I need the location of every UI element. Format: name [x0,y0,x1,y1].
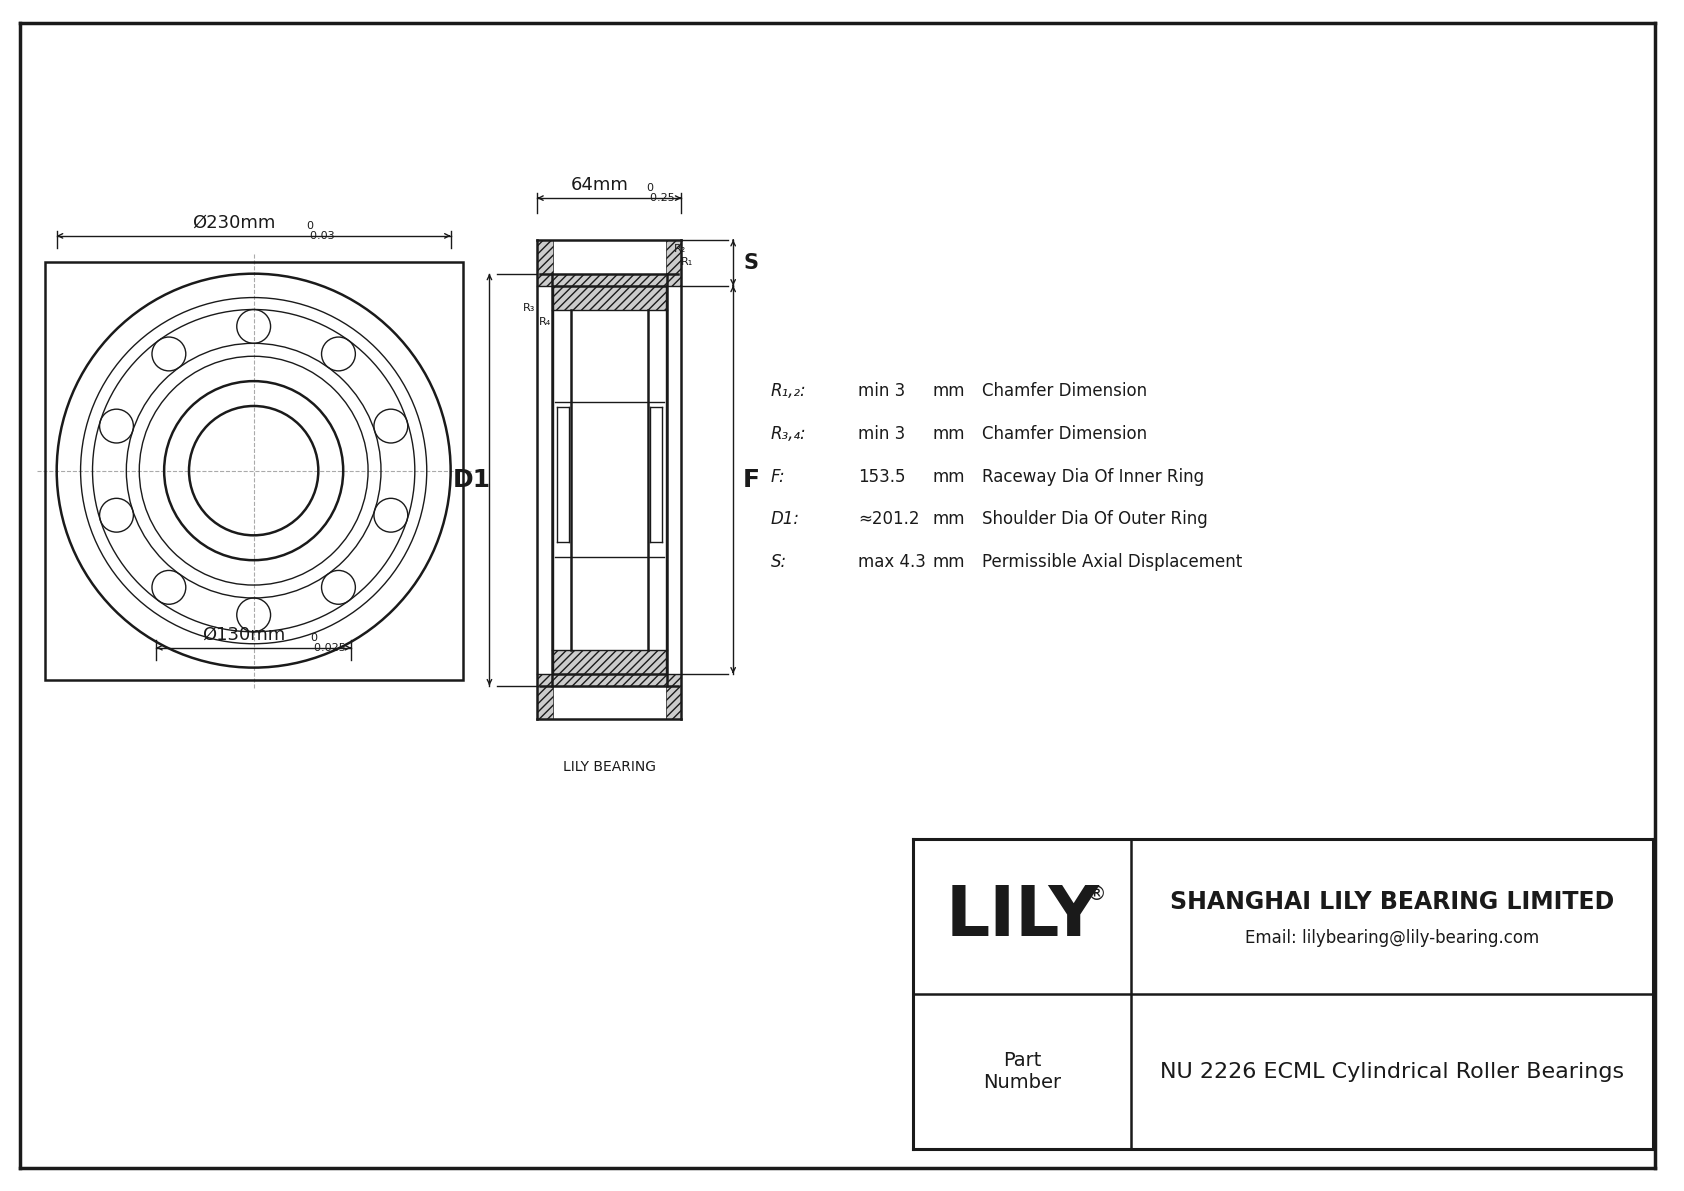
Text: 0: 0 [647,183,653,193]
Text: 0: 0 [310,632,317,643]
Text: Shoulder Dia Of Outer Ring: Shoulder Dia Of Outer Ring [982,511,1207,529]
Bar [45,262,463,680]
Text: mm: mm [933,553,965,572]
Text: min 3: min 3 [859,425,906,443]
Text: F:: F: [771,468,785,486]
Text: 153.5: 153.5 [859,468,906,486]
Text: R₄: R₄ [539,318,551,328]
Text: max 4.3: max 4.3 [859,553,926,572]
Text: -0.025: -0.025 [310,643,347,653]
Text: S: S [744,252,758,273]
Text: Part
Number: Part Number [983,1050,1061,1092]
Text: NU 2226 ECML Cylindrical Roller Bearings: NU 2226 ECML Cylindrical Roller Bearings [1160,1061,1625,1081]
Bar [552,650,667,686]
Text: -0.03: -0.03 [306,231,335,241]
Text: R₁: R₁ [680,257,692,267]
Text: -0.25: -0.25 [647,193,675,204]
Text: Chamfer Dimension: Chamfer Dimension [982,425,1147,443]
Bar [537,239,552,286]
Text: F: F [743,468,759,492]
Bar [665,674,682,719]
Text: SHANGHAI LILY BEARING LIMITED: SHANGHAI LILY BEARING LIMITED [1170,891,1615,915]
Text: ≈201.2: ≈201.2 [859,511,919,529]
Text: Ø230mm: Ø230mm [192,214,276,232]
Text: Permissible Axial Displacement: Permissible Axial Displacement [982,553,1243,572]
Text: Ø130mm: Ø130mm [202,625,285,644]
Text: mm: mm [933,468,965,486]
Text: R₃,₄:: R₃,₄: [771,425,807,443]
Bar [537,674,552,719]
Text: LILY BEARING: LILY BEARING [562,760,655,774]
Text: min 3: min 3 [859,382,906,400]
Text: S:: S: [771,553,786,572]
Text: Email: lilybearing@lily-bearing.com: Email: lilybearing@lily-bearing.com [1244,929,1539,947]
Text: LILY: LILY [945,883,1100,949]
Text: Chamfer Dimension: Chamfer Dimension [982,382,1147,400]
Text: 0: 0 [306,220,313,231]
Text: mm: mm [933,511,965,529]
Text: R₂: R₂ [674,244,685,254]
Bar [552,274,667,310]
Text: D1: D1 [453,468,490,492]
Text: D1:: D1: [771,511,800,529]
Text: Raceway Dia Of Inner Ring: Raceway Dia Of Inner Ring [982,468,1204,486]
Bar [665,239,682,286]
Text: mm: mm [933,425,965,443]
Text: mm: mm [933,382,965,400]
Text: ®: ® [1086,885,1106,904]
Text: R₁,₂:: R₁,₂: [771,382,807,400]
Text: R₃: R₃ [522,304,536,313]
Text: 64mm: 64mm [571,176,628,194]
